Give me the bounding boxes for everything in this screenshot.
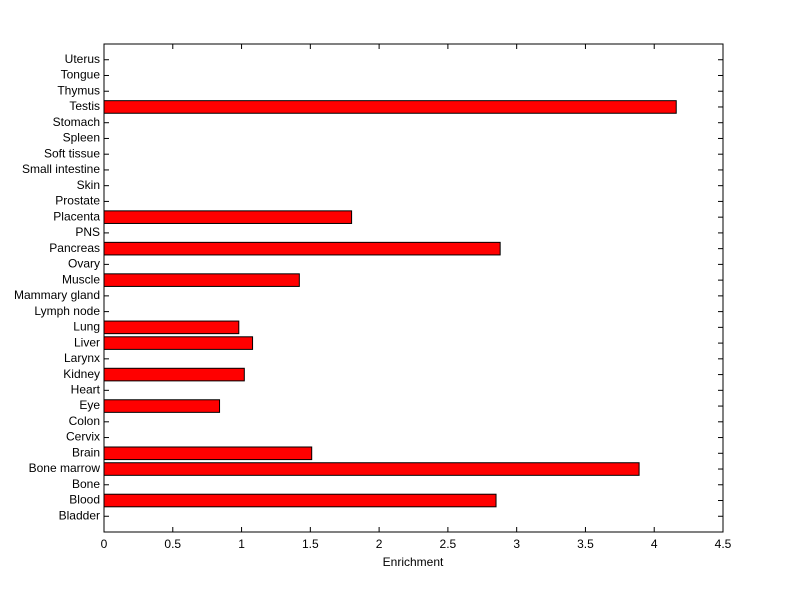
y-tick-label: Lymph node [34, 304, 100, 318]
y-tick-label: Blood [69, 493, 100, 507]
bar [103, 320, 240, 335]
y-tick-label: Bladder [59, 508, 100, 522]
y-tick-label: Thymus [57, 83, 100, 97]
y-tick-label: Spleen [63, 131, 100, 145]
y-tick-label: Colon [69, 414, 100, 428]
x-tick-label: 0 [101, 537, 108, 551]
x-tick-label: 2.5 [440, 537, 457, 551]
y-tick-label: Bone [72, 477, 100, 491]
y-tick-label: PNS [75, 225, 100, 239]
y-tick-label: Testis [69, 99, 100, 113]
y-tick-label: Bone marrow [29, 461, 101, 475]
x-tick-label: 3 [513, 537, 520, 551]
bar [103, 493, 497, 508]
x-tick-label: 0.5 [164, 537, 181, 551]
y-tick-label: Liver [74, 335, 100, 349]
y-tick-label: Larynx [64, 351, 100, 365]
y-tick-label: Lung [73, 320, 100, 334]
y-tick-label: Heart [71, 382, 101, 396]
y-tick-label: Cervix [66, 430, 100, 444]
y-tick-label: Placenta [53, 209, 100, 223]
y-tick-label: Skin [77, 178, 100, 192]
y-tick-label: Uterus [65, 52, 100, 66]
y-tick-label: Pancreas [49, 241, 100, 255]
x-tick-label: 2 [376, 537, 383, 551]
y-tick-label: Kidney [63, 367, 100, 381]
bar [103, 273, 300, 287]
bar [103, 446, 313, 461]
bar [103, 462, 640, 476]
x-tick-label: 1 [238, 537, 245, 551]
bar [103, 241, 501, 256]
y-tick-label: Soft tissue [44, 146, 100, 160]
y-tick-label: Brain [72, 445, 100, 459]
y-tick-label: Muscle [62, 272, 100, 286]
bar [103, 399, 221, 413]
bar [103, 100, 677, 114]
y-tick-label: Ovary [68, 257, 100, 271]
y-tick-label: Stomach [53, 115, 100, 129]
x-axis-label: Enrichment [383, 555, 444, 569]
x-tick-label: 4.5 [715, 537, 732, 551]
x-tick-label: 1.5 [302, 537, 319, 551]
x-tick-label: 4 [651, 537, 658, 551]
y-tick-label: Prostate [55, 194, 100, 208]
y-tick-label: Eye [79, 398, 100, 412]
bar [103, 336, 254, 350]
y-tick-label: Mammary gland [14, 288, 100, 302]
x-tick-label: 3.5 [577, 537, 594, 551]
plot-frame [103, 43, 724, 533]
bar [103, 367, 245, 382]
y-tick-label: Small intestine [22, 162, 100, 176]
bar [103, 210, 353, 224]
y-tick-label: Tongue [61, 68, 101, 82]
